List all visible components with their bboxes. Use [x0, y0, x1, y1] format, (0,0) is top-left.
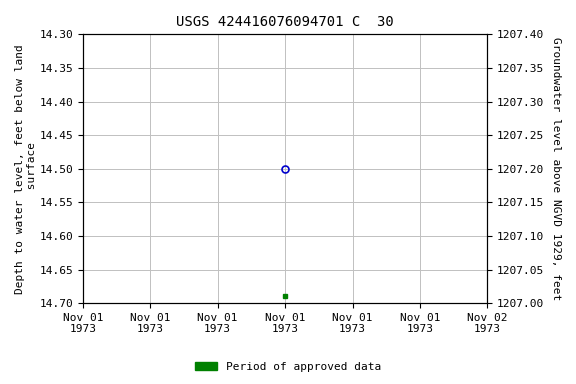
Y-axis label: Groundwater level above NGVD 1929, feet: Groundwater level above NGVD 1929, feet	[551, 37, 561, 300]
Title: USGS 424416076094701 C  30: USGS 424416076094701 C 30	[176, 15, 394, 29]
Legend: Period of approved data: Period of approved data	[191, 358, 385, 377]
Y-axis label: Depth to water level, feet below land
 surface: Depth to water level, feet below land su…	[15, 44, 37, 294]
